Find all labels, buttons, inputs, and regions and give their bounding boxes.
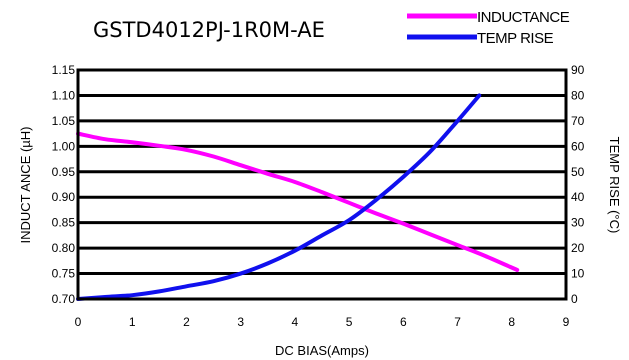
x-axis-label: DC BIAS(Amps) (275, 343, 369, 358)
y2-tick-label: 50 (571, 165, 585, 179)
x-tick-label: 3 (237, 315, 244, 329)
series-line-temp-rise (76, 93, 482, 301)
y-tick-label: 1.00 (52, 139, 76, 153)
y2-axis-label: TEMP RISE (°C) (607, 137, 622, 234)
y2-tick-label: 40 (571, 190, 585, 204)
legend-label-temp-rise: TEMP RISE (477, 30, 554, 47)
y2-tick-labels: 0 10 20 30 40 50 60 70 80 90 (571, 63, 585, 306)
y2-tick-label: 30 (571, 216, 585, 230)
y-tick-labels: 0.70 0.75 0.80 0.85 0.90 0.95 1.00 1.05 1.10 1.15 (52, 63, 76, 306)
y2-tick-label: 20 (571, 241, 585, 255)
x-tick-label: 9 (563, 315, 570, 329)
x-tick-label: 7 (454, 315, 461, 329)
y2-tick-label: 10 (571, 267, 585, 281)
y-tick-label: 0.95 (52, 165, 76, 179)
series-line-inductance (76, 131, 520, 272)
y-tick-label: 0.90 (52, 190, 76, 204)
x-tick-label: 2 (183, 315, 190, 329)
x-tick-label: 0 (75, 315, 82, 329)
y-tick-label: 0.75 (52, 267, 76, 281)
x-tick-label: 1 (129, 315, 136, 329)
y-tick-label: 1.10 (52, 88, 76, 102)
y-tick-label: 0.80 (52, 241, 76, 255)
y-tick-label: 1.15 (52, 63, 76, 77)
legend-label-inductance: INDUCTANCE (477, 9, 570, 26)
y2-tick-label: 70 (571, 114, 585, 128)
chart-title: GSTD4012PJ-1R0M-AE (93, 18, 325, 42)
x-tick-label: 6 (400, 315, 407, 329)
y2-tick-label: 90 (571, 63, 585, 77)
series-lines (76, 93, 520, 301)
y2-tick-label: 0 (571, 292, 578, 306)
x-tick-label: 4 (292, 315, 299, 329)
x-tick-labels: 0 1 2 3 4 5 6 7 8 9 (75, 315, 570, 329)
y-tick-label: 1.05 (52, 114, 76, 128)
x-tick-label: 8 (508, 315, 515, 329)
y-tick-label: 0.70 (52, 292, 76, 306)
y2-tick-label: 80 (571, 88, 585, 102)
gridlines (78, 93, 566, 276)
y-tick-label: 0.85 (52, 216, 76, 230)
plot-frame (76, 68, 568, 301)
y2-tick-label: 60 (571, 139, 585, 153)
y-axis-label: INDUCT ANCE (µH) (18, 126, 33, 243)
x-tick-label: 5 (346, 315, 353, 329)
legend: INDUCTANCE TEMP RISE (407, 9, 570, 47)
